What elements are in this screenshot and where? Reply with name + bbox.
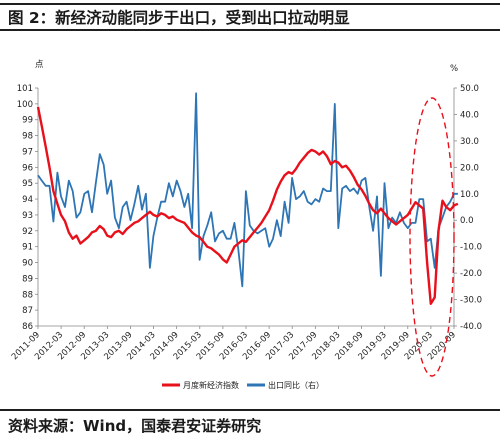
right-tick-label: 30.0 (460, 137, 479, 147)
left-tick-label: 98 (22, 132, 33, 142)
left-tick-label: 93 (22, 211, 33, 221)
left-tick-label: 97 (22, 147, 33, 157)
legend-label-export: 出口同比（右） (268, 380, 324, 390)
right-axis-unit: % (450, 64, 458, 74)
series-line-export-yoy (37, 92, 458, 288)
right-tick-label: 0.0 (460, 216, 474, 226)
source-rule (0, 409, 500, 411)
legend-label-index: 月度新经济指数 (183, 380, 239, 390)
left-axis: 86 87 88 89 90 91 92 93 94 95 96 97 98 99 100 101 (17, 84, 38, 332)
right-tick-label: 40.0 (460, 110, 479, 120)
left-tick-label: 91 (22, 243, 33, 253)
right-tick-label: -30.0 (460, 296, 482, 306)
top-rule (0, 3, 500, 5)
left-tick-label: 95 (22, 179, 33, 189)
legend: 月度新经济指数 出口同比（右） (162, 380, 324, 390)
right-tick-label: -40.0 (460, 322, 482, 332)
left-tick-label: 89 (22, 274, 33, 284)
series-layer (36, 92, 459, 305)
right-tick-label: -10.0 (460, 243, 482, 253)
left-tick-label: 86 (22, 322, 33, 332)
x-axis: 2011-092012-032012-092013-032013-092014-… (10, 326, 458, 362)
source-note: 资料来源：Wind，国泰君安证券研究 (8, 417, 262, 435)
highlight-ellipse (409, 97, 455, 377)
right-tick-label: 20.0 (460, 163, 479, 173)
right-tick-label: 50.0 (460, 84, 479, 94)
right-tick-label: -20.0 (460, 269, 482, 279)
series-line-new-economy-index (36, 106, 459, 305)
left-tick-label: 92 (22, 227, 33, 237)
right-tick-label: 10.0 (460, 190, 479, 200)
title-underline (0, 29, 500, 31)
left-tick-label: 87 (22, 306, 33, 316)
left-tick-label: 88 (22, 290, 33, 300)
left-tick-label: 100 (17, 100, 33, 110)
left-tick-label: 101 (17, 84, 33, 94)
left-tick-label: 96 (22, 163, 33, 173)
left-tick-label: 94 (22, 195, 33, 205)
left-axis-unit: 点 (35, 60, 44, 70)
figure-title: 图 2：新经济动能同步于出口，受到出口拉动明显 (8, 9, 350, 27)
left-tick-label: 99 (22, 116, 33, 126)
right-axis: -40.0 -30.0 -20.0 -10.0 0.0 10.0 20.0 30.0 40.0 5… (454, 84, 482, 332)
left-tick-label: 90 (22, 259, 33, 269)
